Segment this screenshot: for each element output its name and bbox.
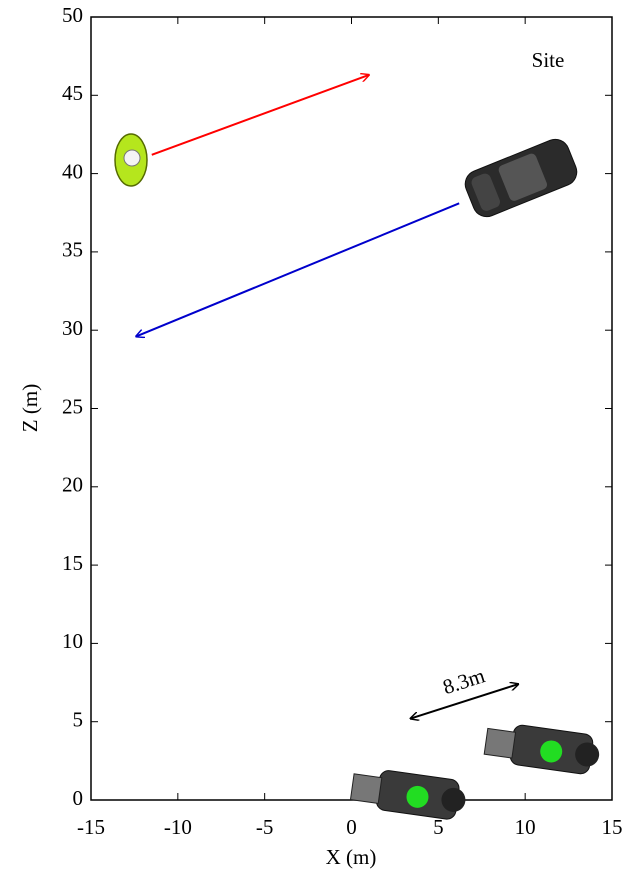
x-tick-label: 0 [346,815,357,839]
x-tick-label: 10 [515,815,536,839]
camera-screen [484,728,515,758]
x-tick-label: 15 [602,815,623,839]
y-tick-label: 10 [62,629,83,653]
x-tick-label: -10 [164,815,192,839]
y-tick-label: 50 [62,3,83,27]
pedestrian-icon [115,134,147,186]
page: {"chart_data": {"type": "scatter", "xlab… [0,0,635,882]
chart: Site X (m) Z (m) -15-10-5051015051015202… [0,0,635,882]
plot-area [91,17,612,800]
y-tick-label: 0 [73,786,84,810]
y-tick-label: 25 [62,394,83,418]
site-label: Site [532,48,565,72]
camera-position [540,740,562,762]
y-tick-label: 40 [62,159,83,183]
x-axis-label: X (m) [326,845,377,869]
y-tick-label: 5 [73,708,84,732]
y-tick-label: 35 [62,238,83,262]
camera-screen [350,774,381,804]
x-tick-label: -5 [256,815,274,839]
y-tick-label: 30 [62,316,83,340]
y-axis-label: Z (m) [18,384,42,432]
y-tick-label: 20 [62,473,83,497]
y-tick-label: 15 [62,551,83,575]
y-tick-label: 45 [62,81,83,105]
x-tick-label: -15 [77,815,105,839]
camera-position [406,786,428,808]
